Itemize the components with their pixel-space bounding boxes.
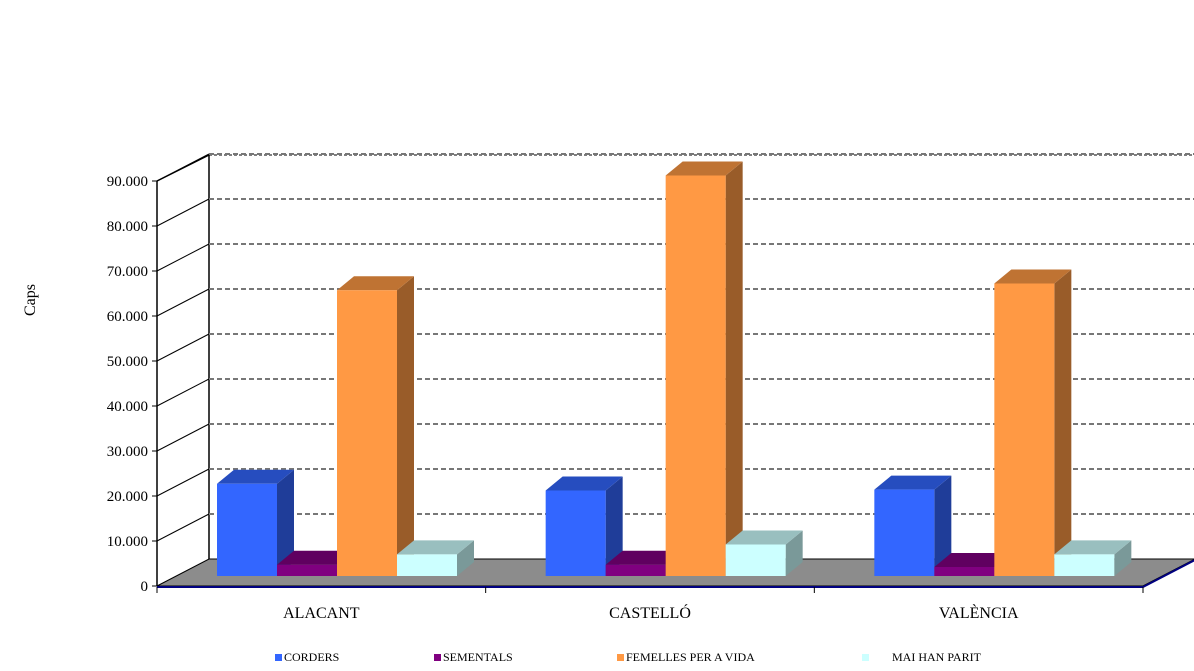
category-labels: ALACANT CASTELLÓ VALÈNCIA — [283, 603, 1019, 622]
bar-side — [457, 540, 474, 576]
gridline-side — [156, 513, 210, 542]
y-tick-label: 10.000 — [107, 534, 148, 550]
legend-swatch — [275, 654, 282, 661]
legend-item: FEMELLES PER A VIDA — [617, 650, 755, 665]
y-tick-label: 60.000 — [107, 309, 148, 325]
bar — [545, 476, 623, 576]
gridline-side — [156, 333, 210, 362]
y-tick-label: 70.000 — [107, 264, 148, 280]
y-tick-labels: 0 10.000 20.000 30.000 40.000 50.000 60.000 70.… — [107, 174, 148, 595]
bar-chart: 0 10.000 20.000 30.000 40.000 50.000 60.000 70.… — [22, 153, 1194, 622]
bar — [994, 269, 1072, 576]
bar-side — [785, 530, 803, 576]
y-tick-label: 80.000 — [107, 219, 148, 235]
bar-top — [1054, 540, 1132, 555]
axes — [152, 180, 1194, 593]
bar-side — [725, 161, 743, 576]
bar-top — [545, 476, 623, 491]
bar-top — [397, 540, 474, 555]
bar-side — [1114, 540, 1132, 576]
bar-top — [725, 530, 803, 545]
legend-label: CORDERS — [284, 650, 340, 664]
bar-front — [1054, 554, 1115, 576]
bar-front — [217, 483, 277, 576]
gridline-side — [156, 153, 210, 182]
category-label: ALACANT — [283, 605, 360, 622]
gridline-side — [156, 243, 210, 272]
gridline-side — [156, 423, 210, 452]
y-tick-label: 20.000 — [107, 489, 148, 505]
bar — [1054, 540, 1132, 576]
bar-side — [605, 476, 623, 576]
bar-side — [934, 475, 952, 576]
bar-side — [397, 276, 414, 576]
legend-label: FEMELLES PER A VIDA — [626, 650, 755, 664]
y-tick-label: 50.000 — [107, 354, 148, 370]
bar-front — [545, 490, 606, 576]
bar-top — [337, 276, 414, 291]
bar-top — [874, 475, 952, 490]
bar-front — [397, 554, 457, 576]
bar — [665, 161, 743, 576]
bar-front — [934, 567, 995, 576]
bars — [217, 161, 1132, 576]
bar — [337, 276, 414, 576]
legend-swatch — [434, 654, 441, 661]
bar-top — [934, 553, 1012, 567]
bar-front — [337, 290, 397, 576]
bar-side — [277, 469, 294, 576]
y-tick-label: 40.000 — [107, 399, 148, 415]
bar-front — [605, 564, 666, 576]
x-axis-depth — [1142, 559, 1194, 588]
bar-top — [665, 161, 743, 176]
bar-front — [665, 175, 726, 576]
bar-front — [874, 489, 935, 576]
bar-front — [725, 544, 786, 576]
bar-front — [994, 283, 1055, 576]
y-tick-label: 30.000 — [107, 444, 148, 460]
bar-top — [277, 550, 354, 565]
gridline-side — [156, 288, 210, 317]
bar-side — [1054, 269, 1072, 576]
legend-item: MAI HAN PARIT — [862, 650, 981, 665]
gridline-side — [156, 378, 210, 407]
y-axis-label: Caps — [22, 284, 39, 316]
category-label: VALÈNCIA — [939, 603, 1019, 622]
legend-swatch — [617, 654, 624, 661]
legend-item: CORDERS — [275, 650, 339, 665]
bar — [725, 530, 803, 576]
bar-front — [277, 564, 337, 576]
legend-label: SEMENTALS — [443, 650, 513, 664]
bar — [874, 475, 952, 576]
legend-label: MAI HAN PARIT — [892, 650, 981, 664]
gridline-side — [156, 198, 210, 227]
legend-item: SEMENTALS — [434, 650, 513, 665]
bar — [217, 469, 294, 576]
bar-top — [994, 269, 1072, 284]
y-tick-label: 0 — [141, 579, 149, 595]
bar — [397, 540, 474, 576]
legend-swatch — [862, 654, 869, 661]
legend: CORDERS SEMENTALS FEMELLES PER A VIDA MAI H… — [0, 650, 1194, 670]
bar-top — [217, 469, 294, 484]
gridline-side — [156, 468, 210, 497]
category-label: CASTELLÓ — [609, 603, 691, 622]
y-tick-label: 90.000 — [107, 174, 148, 190]
bar-top — [605, 550, 683, 565]
